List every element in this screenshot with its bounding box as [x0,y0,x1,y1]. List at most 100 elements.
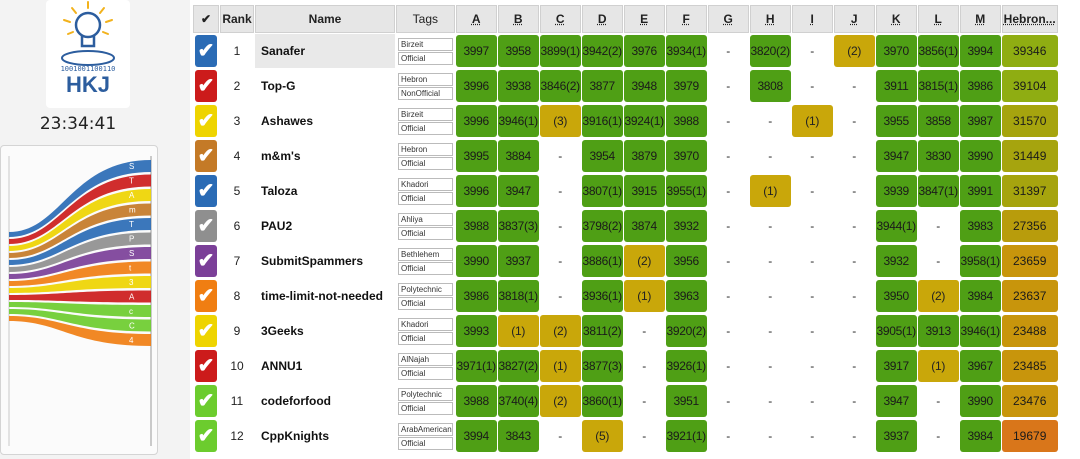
name-header[interactable]: Name [255,5,395,33]
problem-cell[interactable]: 3860(1) [581,384,623,418]
problem-cell[interactable]: - [540,419,581,453]
problem-cell[interactable]: 3911 [875,69,917,103]
problem-cell[interactable]: (2) [539,314,581,348]
problem-cell[interactable]: 3970 [665,139,707,173]
problem-cell[interactable]: (2) [539,384,581,418]
problem-cell[interactable]: 3986 [959,69,1001,103]
problem-cell[interactable]: 3915 [623,174,665,208]
problem-cell[interactable]: 3948 [623,69,665,103]
status-tag[interactable]: NonOfficial [398,86,453,100]
university-tag[interactable]: Polytechnic [398,387,453,401]
team-name[interactable]: codeforfood [261,394,331,408]
problem-cell[interactable]: 3986 [455,279,497,313]
problem-cell[interactable]: 3950 [875,279,917,313]
team-row[interactable]: ✔ 1 Sanafer Birzeit Official 3997 3958 3899(1) 3… [193,34,1058,68]
problem-cell[interactable]: 3937 [875,419,917,453]
problem-cell[interactable]: - [708,209,749,243]
team-name[interactable]: Taloza [261,184,298,198]
problem-header[interactable]: E [623,5,665,33]
team-checkbox[interactable]: ✔ [195,315,217,347]
problem-cell[interactable]: 3947 [497,174,539,208]
problem-cell[interactable]: 3955 [875,104,917,138]
problem-cell[interactable]: 3807(1) [581,174,623,208]
university-tag[interactable]: Hebron [398,72,453,86]
problem-cell[interactable]: 3947 [875,139,917,173]
problem-cell[interactable]: - [792,279,833,313]
problem-cell[interactable]: 3827(2) [497,349,539,383]
problem-cell[interactable]: (2) [917,279,959,313]
problem-cell[interactable]: 3963 [665,279,707,313]
problem-cell[interactable]: 3997 [455,34,497,68]
problem-cell[interactable]: 3942(2) [581,34,623,68]
problem-cell[interactable]: - [708,104,749,138]
team-checkbox[interactable]: ✔ [195,105,217,137]
problem-cell[interactable]: 3958 [497,34,539,68]
problem-cell[interactable]: - [918,209,959,243]
problem-cell[interactable]: 3991 [959,174,1001,208]
problem-cell[interactable]: 3920(2) [665,314,707,348]
problem-cell[interactable]: 3970 [875,34,917,68]
team-name[interactable]: 3Geeks [261,324,304,338]
problem-cell[interactable]: 3798(2) [581,209,623,243]
team-checkbox[interactable]: ✔ [195,175,217,207]
problem-cell[interactable]: (1) [749,174,791,208]
problem-cell[interactable]: 3846(2) [539,69,581,103]
team-row[interactable]: ✔ 5 Taloza Khadori Official 3996 3947-3807(1) 3… [193,174,1058,208]
problem-cell[interactable]: - [540,209,581,243]
team-name[interactable]: Top-G [261,79,296,93]
team-row[interactable]: ✔ 10 ANNU1 AlNajah Official 3971(1) 3827(2) (1)… [193,349,1058,383]
problem-cell[interactable]: 3815(1) [917,69,959,103]
problem-cell[interactable]: 3847(1) [917,174,959,208]
problem-cell[interactable]: 3993 [455,314,497,348]
problem-cell[interactable]: 3988 [455,384,497,418]
team-name[interactable]: Ashawes [261,114,314,128]
problem-cell[interactable]: 3856(1) [917,34,959,68]
problem-cell[interactable]: - [624,419,665,453]
problem-cell[interactable]: - [624,384,665,418]
problem-cell[interactable]: - [918,384,959,418]
problem-cell[interactable]: - [792,174,833,208]
problem-cell[interactable]: 3990 [959,139,1001,173]
team-checkbox[interactable]: ✔ [195,385,217,417]
problem-cell[interactable]: (2) [833,34,875,68]
problem-cell[interactable]: - [750,384,791,418]
team-name[interactable]: m&m's [261,149,301,163]
problem-cell[interactable]: 3874 [623,209,665,243]
problem-cell[interactable]: 3858 [917,104,959,138]
problem-cell[interactable]: - [540,279,581,313]
problem-header[interactable]: H [749,5,791,33]
problem-cell[interactable]: 3820(2) [749,34,791,68]
problem-cell[interactable]: - [750,139,791,173]
team-checkbox[interactable]: ✔ [195,70,217,102]
problem-cell[interactable]: - [708,279,749,313]
problem-header[interactable]: B [497,5,539,33]
problem-cell[interactable]: - [540,244,581,278]
problem-cell[interactable]: 3936(1) [581,279,623,313]
problem-cell[interactable]: 3951 [665,384,707,418]
problem-header[interactable]: A [455,5,497,33]
problem-cell[interactable]: - [750,314,791,348]
problem-cell[interactable]: - [750,349,791,383]
problem-cell[interactable]: 3987 [959,104,1001,138]
problem-cell[interactable]: - [834,384,875,418]
problem-cell[interactable]: - [834,209,875,243]
problem-cell[interactable]: - [834,139,875,173]
university-tag[interactable]: Hebron [398,142,453,156]
team-row[interactable]: ✔ 12 CppKnights ArabAmerican Official 3994 384… [193,419,1058,453]
problem-cell[interactable]: 3926(1) [665,349,707,383]
problem-cell[interactable]: - [708,419,749,453]
problem-cell[interactable]: 3984 [959,419,1001,453]
problem-cell[interactable]: 3996 [455,104,497,138]
status-tag[interactable]: Official [398,366,453,380]
problem-header[interactable]: F [665,5,707,33]
problem-cell[interactable]: 3843 [497,419,539,453]
problem-cell[interactable]: 3932 [665,209,707,243]
team-checkbox[interactable]: ✔ [195,280,217,312]
total-score-header[interactable]: Hebron... [1001,5,1058,33]
status-tag[interactable]: Official [398,226,453,240]
problem-header[interactable]: K [875,5,917,33]
problem-cell[interactable]: 3913 [917,314,959,348]
problem-cell[interactable]: - [750,244,791,278]
problem-cell[interactable]: 3924(1) [623,104,665,138]
problem-cell[interactable]: - [540,174,581,208]
